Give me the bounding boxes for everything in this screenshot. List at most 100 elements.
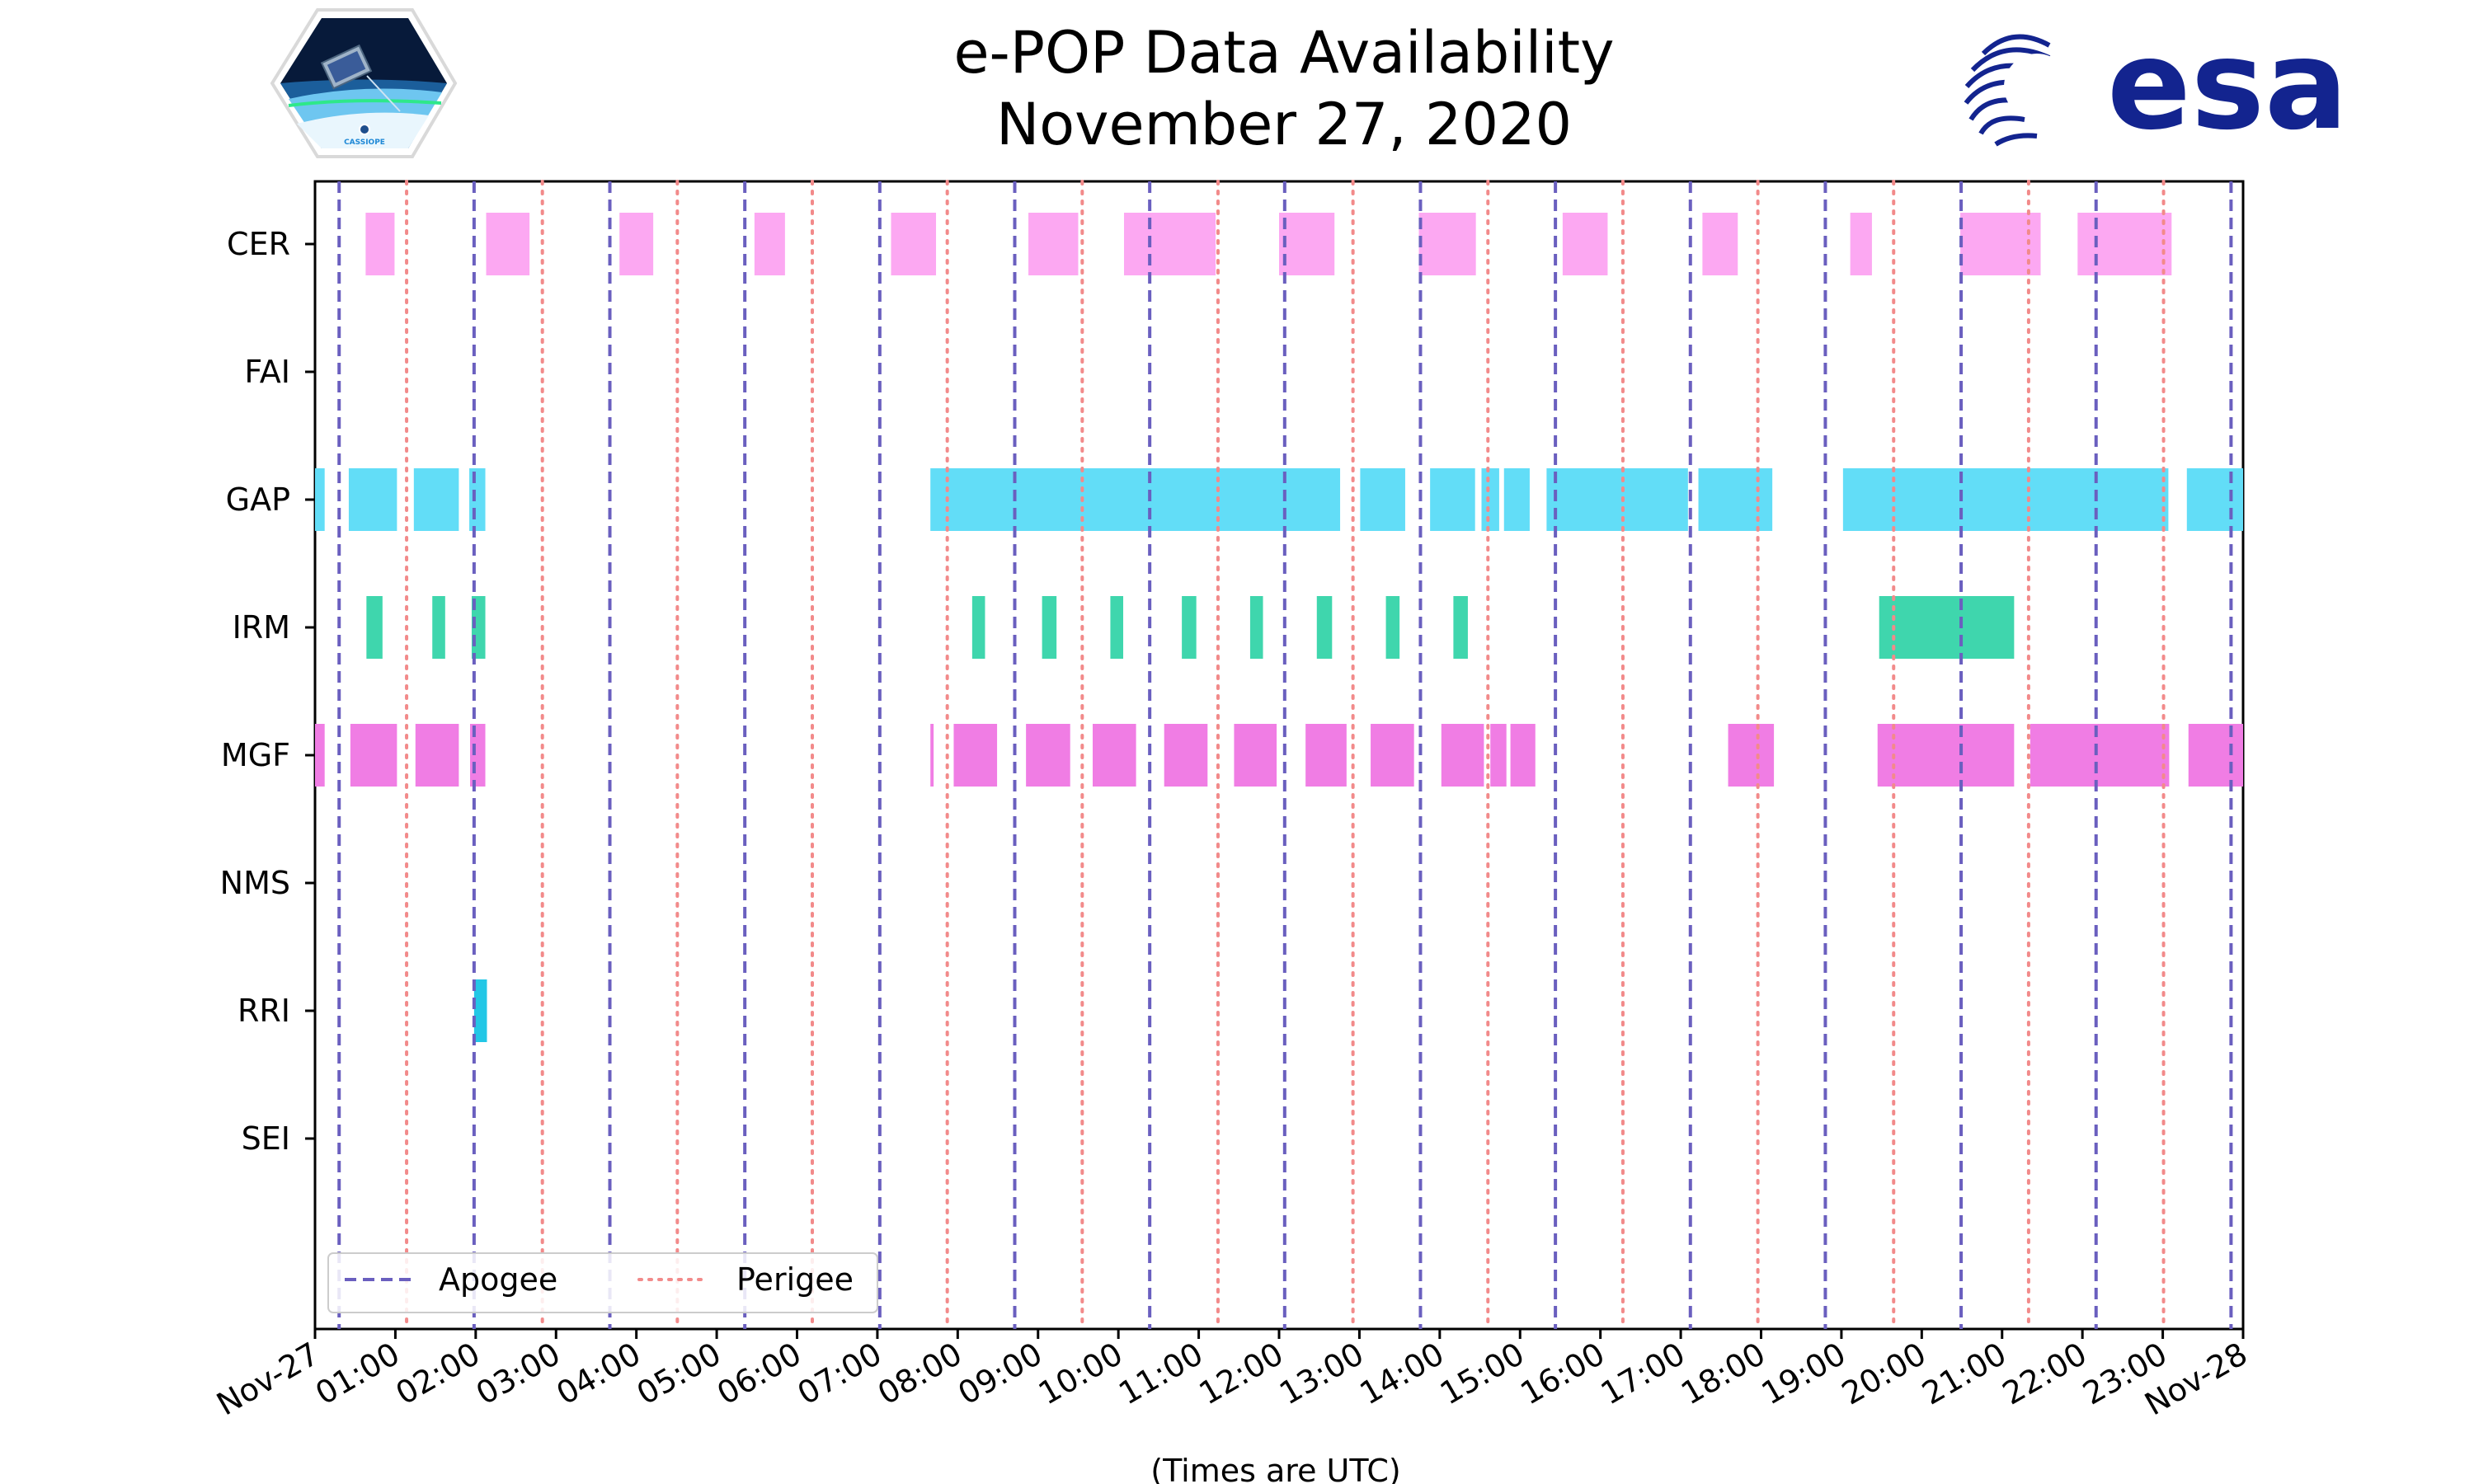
bar-mgf: [315, 724, 325, 787]
x-tick-label: 05:00: [631, 1336, 727, 1412]
bar-mgf: [1371, 724, 1414, 787]
x-tick-label: 10:00: [1032, 1336, 1129, 1412]
bar-gap: [1430, 468, 1475, 531]
bar-mgf: [1490, 724, 1507, 787]
bar-irm: [971, 596, 985, 659]
x-tick-label: 17:00: [1595, 1336, 1691, 1412]
x-axis: Nov-2701:0002:0003:0004:0005:0006:0007:0…: [210, 1329, 2254, 1423]
chart-title-line-1: e-POP Data Availability: [953, 19, 1614, 87]
bar-irm: [1182, 596, 1197, 659]
bar-irm: [1453, 596, 1468, 659]
orbit-event-lines: [337, 180, 2233, 1331]
bar-mgf: [350, 724, 397, 787]
esa-logo: esa: [1950, 14, 2348, 157]
bar-rri: [473, 979, 487, 1042]
bar-irm: [432, 596, 445, 659]
esa-logo-text: esa: [2107, 14, 2348, 157]
y-axis: CER FAI GAP IRM MGF NMS RRI SEI: [220, 226, 315, 1157]
legend-apogee-label: Apogee: [439, 1261, 557, 1298]
bar-mgf: [2030, 724, 2170, 787]
bar-mgf: [415, 724, 459, 787]
bar-irm: [1249, 596, 1263, 659]
bar-cer: [486, 213, 530, 275]
x-tick-label: 06:00: [711, 1336, 807, 1412]
bar-cer: [1702, 213, 1738, 275]
bar-cer: [1850, 213, 1872, 275]
bar-mgf: [1728, 724, 1775, 787]
x-tick-label: 08:00: [872, 1336, 968, 1412]
bar-mgf: [1026, 724, 1070, 787]
bar-gap: [930, 468, 1341, 531]
bar-irm: [1316, 596, 1333, 659]
cassiope-logo-caption: CASSIOPE: [344, 139, 385, 147]
bar-cer: [1418, 213, 1476, 275]
x-tick-label: 14:00: [1353, 1336, 1450, 1412]
bar-irm: [1110, 596, 1124, 659]
y-tick-label: CER: [227, 226, 290, 262]
x-axis-label: (Times are UTC): [1150, 1453, 1400, 1484]
x-tick-label: 20:00: [1836, 1336, 1932, 1412]
y-tick-label: MGF: [221, 737, 290, 773]
bar-gap: [315, 468, 325, 531]
y-tick-label: IRM: [233, 609, 290, 646]
bar-mgf: [930, 724, 934, 787]
bar-irm: [1042, 596, 1057, 659]
x-tick-label: 07:00: [792, 1336, 888, 1412]
bar-gap: [413, 468, 459, 531]
bar-mgf: [2188, 724, 2243, 787]
cassiope-logo: CASSIOPE: [270, 8, 458, 158]
bar-gap: [1481, 468, 1499, 531]
bar-cer: [619, 213, 654, 275]
bar-mgf: [1305, 724, 1347, 787]
x-tick-label: 21:00: [1916, 1336, 2012, 1412]
x-tick-label: 22:00: [1997, 1336, 2093, 1412]
x-tick-label: 12:00: [1193, 1336, 1290, 1412]
bar-cer: [754, 213, 785, 275]
bar-cer: [1028, 213, 1079, 275]
bar-gap: [1503, 468, 1530, 531]
bar-gap: [469, 468, 486, 531]
bar-irm: [1385, 596, 1400, 659]
y-tick-label: SEI: [242, 1120, 290, 1157]
x-tick-label: 15:00: [1434, 1336, 1531, 1412]
bar-gap: [1698, 468, 1773, 531]
plot-area: CER FAI GAP IRM MGF NMS RRI SEI Nov-2701:0002:0…: [210, 180, 2254, 1423]
x-tick-label: 19:00: [1756, 1336, 1852, 1412]
bar-gap: [348, 468, 397, 531]
x-tick-label: 01:00: [309, 1336, 406, 1412]
bar-cer: [2077, 213, 2172, 275]
x-tick-label: 11:00: [1112, 1336, 1209, 1412]
legend-box: [327, 1252, 878, 1313]
bar-mgf: [1234, 724, 1277, 787]
y-tick-label: GAP: [226, 481, 290, 518]
bar-gap: [1546, 468, 1688, 531]
bar-irm: [1879, 596, 2015, 659]
bar-gap: [2186, 468, 2243, 531]
x-tick-label: 09:00: [952, 1336, 1048, 1412]
y-tick-label: RRI: [238, 993, 290, 1029]
bar-mgf: [953, 724, 998, 787]
bar-cer: [1562, 213, 1608, 275]
bar-mgf: [470, 724, 486, 787]
legend-perigee-label: Perigee: [736, 1261, 854, 1298]
x-tick-label: 13:00: [1273, 1336, 1370, 1412]
x-tick-label: 16:00: [1514, 1336, 1611, 1412]
bar-gap: [1360, 468, 1405, 531]
x-tick-label: 18:00: [1675, 1336, 1771, 1412]
legend: Apogee Perigee: [327, 1252, 878, 1313]
x-tick-label: 02:00: [389, 1336, 486, 1412]
bar-cer: [891, 213, 937, 275]
y-tick-label: NMS: [220, 865, 290, 901]
bar-gap: [1842, 468, 2169, 531]
bar-irm: [366, 596, 383, 659]
bar-cer: [365, 213, 395, 275]
bar-mgf: [1092, 724, 1136, 787]
bar-mgf: [1164, 724, 1208, 787]
x-tick-label: Nov-27: [210, 1336, 325, 1423]
bar-cer: [1123, 213, 1216, 275]
bar-mgf: [1877, 724, 2015, 787]
x-tick-label: 04:00: [550, 1336, 647, 1412]
x-tick-label: 03:00: [470, 1336, 567, 1412]
availability-bars: [315, 213, 2243, 1042]
